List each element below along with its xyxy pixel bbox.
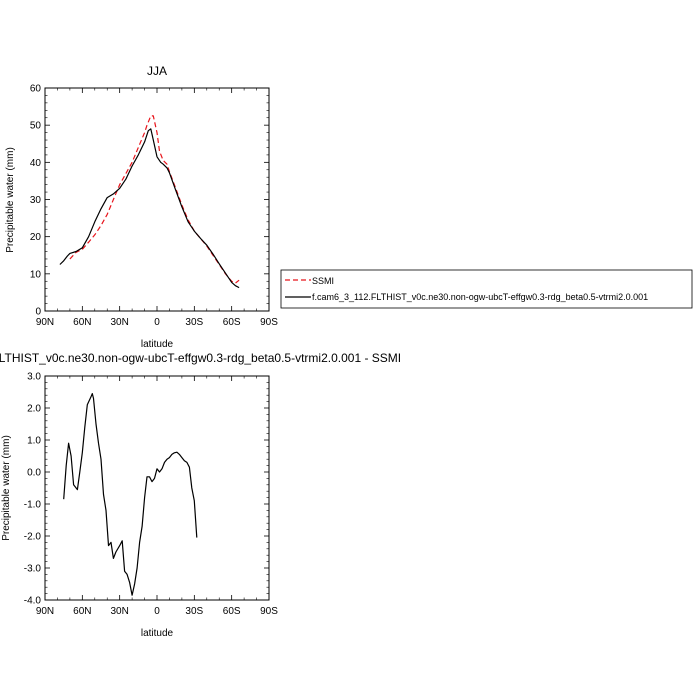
axis-ticks: 90N 60N 30N 0 30S 60S 90S -4.0 -3.0 -2.0 -1.0 0.0 1.…	[24, 372, 278, 618]
x-tick-label: 90N	[36, 606, 54, 617]
difference-chart: f.cam6_3_112.FLTHIST_v0c.ne30.non-ogw-ub…	[0, 351, 401, 639]
y-tick-label: 0	[35, 307, 41, 318]
chart-title: JJA	[147, 64, 167, 78]
x-tick-label: 30N	[110, 317, 128, 328]
y-tick-label: 10	[30, 269, 42, 280]
y-tick-label: 30	[30, 195, 42, 206]
series-line-0	[63, 393, 198, 596]
x-tick-label: 0	[154, 606, 160, 617]
y-tick-label: 0.0	[27, 468, 41, 479]
series-line-1	[59, 128, 240, 289]
series-layer	[63, 393, 198, 596]
x-tick-label: 90S	[260, 606, 278, 617]
x-tick-label: 60N	[73, 606, 91, 617]
x-tick-label: 90N	[36, 317, 54, 328]
x-tick-label: 90S	[260, 317, 278, 328]
series-layer	[59, 115, 240, 289]
x-tick-label: 60N	[73, 317, 91, 328]
x-axis-label: latitude	[141, 628, 174, 639]
x-tick-label: 60S	[223, 317, 241, 328]
y-tick-label: 3.0	[27, 372, 41, 383]
x-tick-label: 30N	[110, 606, 128, 617]
y-tick-label: 2.0	[27, 404, 41, 415]
y-tick-label: 50	[30, 121, 42, 132]
y-tick-label: 60	[30, 84, 42, 95]
x-axis-label: latitude	[141, 339, 174, 350]
legend-label-model: f.cam6_3_112.FLTHIST_v0c.ne30.non-ogw-ub…	[312, 292, 648, 302]
y-tick-label: 1.0	[27, 436, 41, 447]
y-axis-label: Precipitable water (mm)	[5, 147, 16, 253]
y-tick-label: -2.0	[24, 532, 42, 543]
chart-title: f.cam6_3_112.FLTHIST_v0c.ne30.non-ogw-ub…	[0, 351, 401, 365]
y-axis-label: Precipitable water (mm)	[1, 435, 12, 541]
axis-ticks: 90N 60N 30N 0 30S 60S 90S 0 10 20 30 40 50 60	[30, 84, 278, 329]
plot-frame	[44, 375, 270, 601]
x-tick-label: 0	[154, 317, 160, 328]
legend-label-ssmi: SSMI	[312, 276, 334, 286]
plot-frame	[44, 87, 270, 312]
legend-box	[280, 269, 693, 309]
y-tick-label: 20	[30, 232, 42, 243]
x-tick-label: 30S	[185, 606, 203, 617]
legend: SSMI f.cam6_3_112.FLTHIST_v0c.ne30.non-o…	[280, 269, 693, 309]
y-tick-label: 40	[30, 158, 42, 169]
y-tick-label: -3.0	[24, 564, 42, 575]
x-tick-label: 60S	[223, 606, 241, 617]
series-line-0	[69, 115, 240, 284]
y-tick-label: -4.0	[24, 596, 42, 607]
x-tick-label: 30S	[185, 317, 203, 328]
precipitable-water-chart: JJA Precipitable water (mm) latitude 90N…	[5, 64, 278, 350]
y-tick-label: -1.0	[24, 500, 42, 511]
